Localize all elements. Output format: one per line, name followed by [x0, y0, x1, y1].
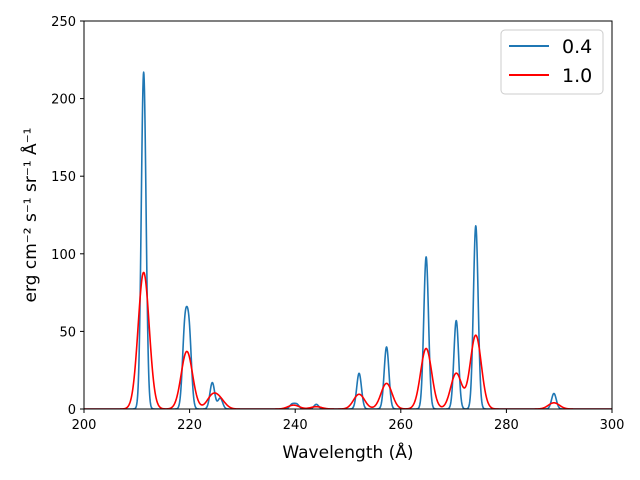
- x-tick-label: 200: [72, 418, 97, 433]
- legend-label-series-1: 1.0: [562, 65, 592, 87]
- legend: 0.4 1.0: [500, 29, 604, 95]
- x-tick-label: 300: [600, 418, 625, 433]
- plot-frame: [83, 20, 613, 410]
- x-axis-label: Wavelength (Å): [282, 441, 413, 463]
- legend-label-series-0: 0.4: [562, 36, 592, 58]
- y-axis-label: erg cm⁻² s⁻¹ sr⁻¹ Å⁻¹: [19, 128, 41, 303]
- y-tick-label: 250: [51, 15, 76, 30]
- y-tick-label: 50: [59, 325, 76, 340]
- y-tick-label: 100: [51, 248, 76, 263]
- y-tick-label: 200: [51, 93, 76, 108]
- x-tick-label: 220: [177, 418, 202, 433]
- y-tick-label: 150: [51, 170, 76, 185]
- y-axis: 0 50 100 150 200 250: [51, 15, 84, 418]
- series-line-0: [84, 71, 612, 409]
- series-layer: [84, 71, 612, 409]
- x-axis: 200 220 240 260 280 300: [72, 409, 625, 433]
- y-tick-label: 0: [68, 403, 76, 418]
- x-tick-label: 240: [283, 418, 308, 433]
- series-line-1: [84, 271, 612, 409]
- x-tick-label: 280: [494, 418, 519, 433]
- x-tick-label: 260: [388, 418, 413, 433]
